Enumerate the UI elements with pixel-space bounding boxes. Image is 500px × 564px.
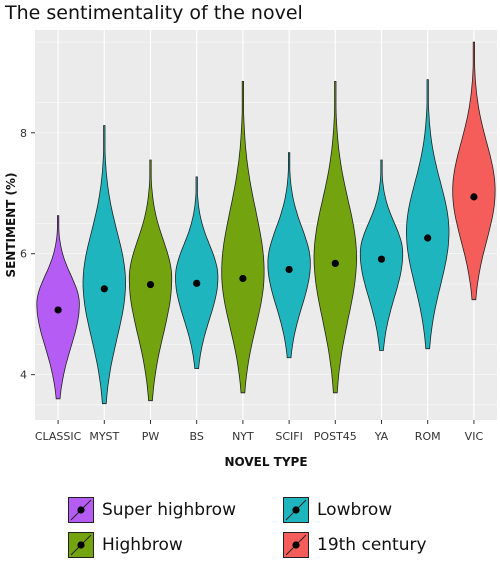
x-tick-label: SCIFI [275,430,302,443]
y-tick-label: 8 [20,127,27,140]
legend-label: Super highbrow [102,500,236,520]
mean-point-pw [146,280,155,289]
y-tick-label: 6 [20,248,27,261]
x-axis-ticks: CLASSIC MYST PW BS NYT SCIFI POST45 YA ROM VIC [35,420,484,443]
mean-point-scifi [285,265,293,274]
legend-item: Super highbrow [68,494,236,526]
violin-chart: 4 6 8 CLASSIC MYST PW BS NYT SCIFI POST45 YA ROM VI… [4,30,497,469]
x-tick-label: CLASSIC [35,430,82,443]
x-axis-title: NOVEL TYPE [224,455,307,469]
violin-scifi [267,152,311,359]
legend-glyph-dot [292,541,300,549]
legend-key-super-highbrow [68,497,94,523]
mean-point-bs [193,279,201,287]
x-tick-label: BS [190,430,204,443]
x-tick-label: VIC [465,430,484,443]
legend-item: 19th century [283,529,427,561]
y-axis-ticks: 4 6 8 [20,127,35,382]
x-tick-label: ROM [415,430,441,443]
x-tick-label: POST45 [314,430,357,443]
legend-glyph [70,499,92,521]
violin-rom [405,79,450,350]
legend-glyph-dot [77,506,85,514]
violins [36,41,496,405]
legend-glyph-dot [77,541,85,549]
legend-glyph [285,534,307,556]
legend-label: Highbrow [102,535,183,555]
legend: Super highbrow Lowbrow Highbrow 19th cen… [68,492,488,562]
legend-key-19th-century [283,532,309,558]
legend-glyph-dot [292,506,300,514]
y-axis-title: SENTIMENT (%) [4,172,18,277]
legend-item: Highbrow [68,529,183,561]
mean-point-post45 [331,259,339,267]
y-tick-label: 4 [20,369,27,382]
violin-myst [82,125,127,405]
violin-bs [175,176,219,370]
violin-pw [128,159,173,402]
mean-point-ya [377,255,386,263]
violin-nyt [221,81,265,394]
chart-title: The sentimentality of the novel [5,2,303,24]
mean-point-nyt [239,274,247,283]
mean-point-classic [54,306,62,314]
violin-post45 [313,81,358,394]
legend-glyph [70,534,92,556]
legend-glyph [285,499,307,521]
legend-label: 19th century [317,535,427,555]
x-tick-label: MYST [89,430,119,443]
mean-point-vic [470,193,478,201]
x-tick-label: NYT [232,430,254,443]
x-tick-label: YA [374,430,389,443]
mean-point-rom [424,234,432,242]
mean-point-myst [100,285,108,293]
x-tick-label: PW [142,430,160,443]
violin-vic [452,41,496,301]
violin-ya [359,159,404,351]
legend-key-lowbrow [283,497,309,523]
legend-key-highbrow [68,532,94,558]
legend-label: Lowbrow [317,500,393,520]
legend-item: Lowbrow [283,494,392,526]
